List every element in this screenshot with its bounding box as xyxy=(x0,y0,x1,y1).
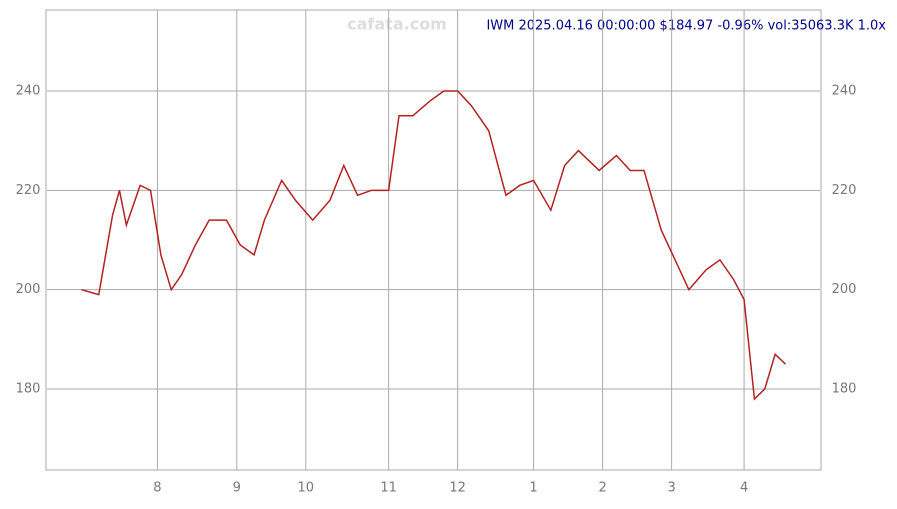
x-tick-label: 11 xyxy=(380,481,397,496)
plot-area xyxy=(45,9,822,471)
y-tick-label: 180 xyxy=(16,382,41,397)
watermark: cafata.com xyxy=(347,15,447,34)
x-tick-label: 10 xyxy=(298,481,315,496)
x-tick-label: 1 xyxy=(529,481,537,496)
y-tick-label: 200 xyxy=(16,282,41,297)
y-tick-label-right: 240 xyxy=(832,83,857,98)
y-tick-label-right: 180 xyxy=(832,382,857,397)
x-tick-label: 12 xyxy=(449,481,466,496)
y-tick-label-right: 220 xyxy=(832,183,857,198)
x-tick-label: 4 xyxy=(740,481,748,496)
x-tick-label: 8 xyxy=(153,481,161,496)
x-tick-label: 9 xyxy=(233,481,241,496)
chart-title: IWM 2025.04.16 00:00:00 $184.97 -0.96% v… xyxy=(486,19,886,34)
price-line xyxy=(81,90,787,401)
x-tick-label: 3 xyxy=(667,481,675,496)
y-tick-label-right: 200 xyxy=(832,282,857,297)
y-tick-label: 220 xyxy=(16,183,41,198)
x-tick-label: 2 xyxy=(598,481,606,496)
y-tick-label: 240 xyxy=(16,83,41,98)
